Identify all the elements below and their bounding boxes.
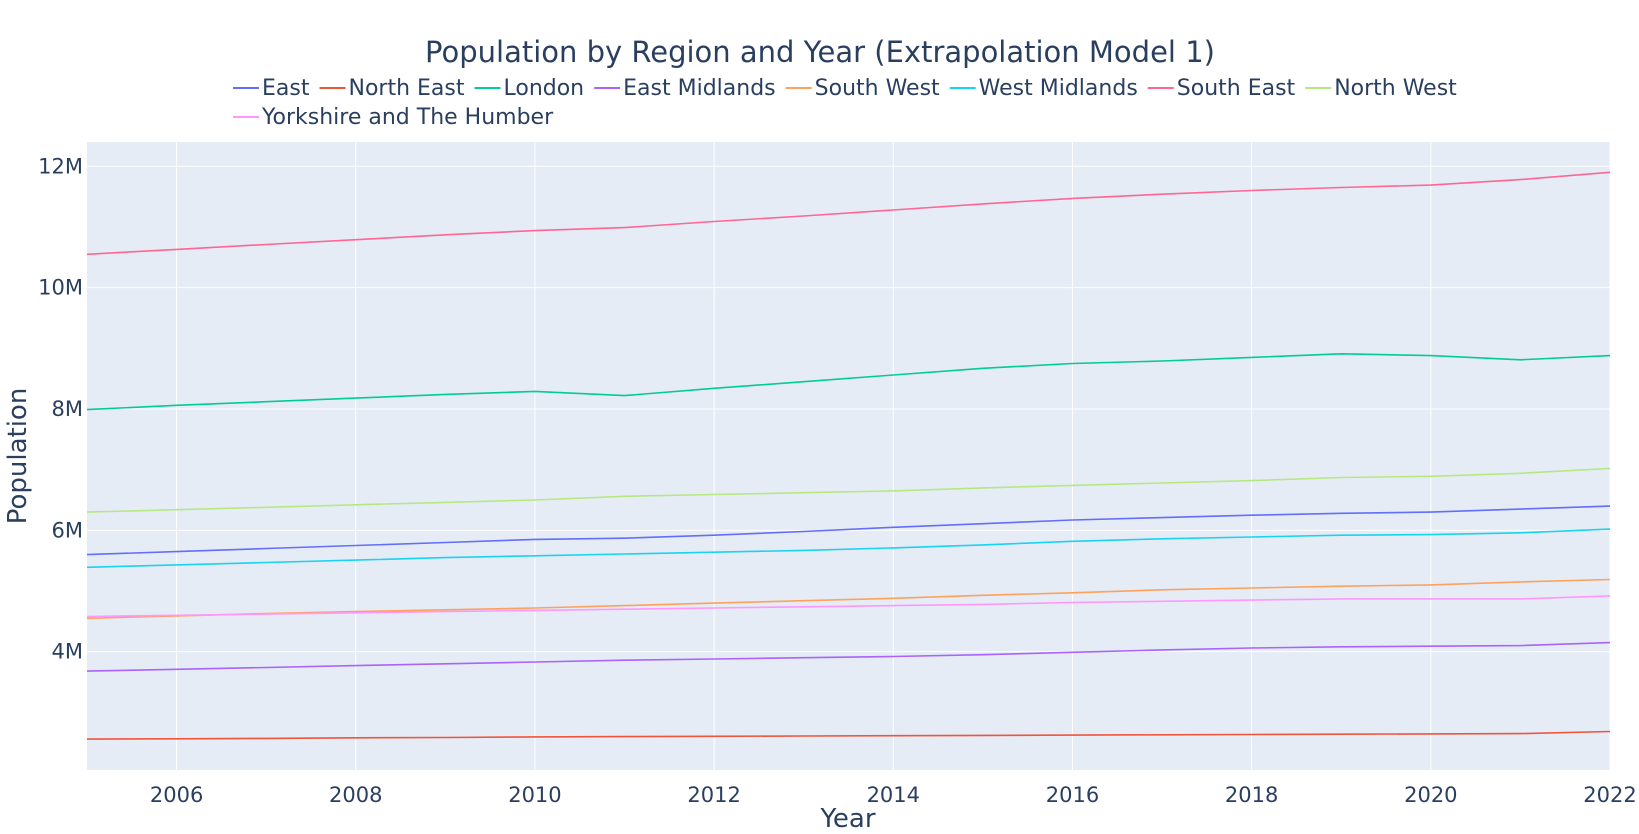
legend-item-label: North West bbox=[1334, 76, 1457, 101]
legend-item-label: West Midlands bbox=[979, 76, 1138, 101]
legend-item-label: South East bbox=[1177, 76, 1296, 101]
legend-item-label: North East bbox=[348, 76, 464, 101]
y-axis-ticks: 4M 6M 8M 10M 12M bbox=[38, 154, 83, 663]
series-line-west-midlands bbox=[86, 528, 1611, 569]
series-lines bbox=[86, 171, 1611, 740]
x-tick-label: 2016 bbox=[1046, 783, 1099, 807]
series-line-south-east bbox=[86, 171, 1611, 256]
plot-area bbox=[87, 142, 1610, 770]
legend-item-label: East bbox=[262, 76, 310, 101]
x-axis-ticks: 2006 2008 2010 2012 2014 2016 2018 2020 2022 bbox=[150, 783, 1637, 807]
x-tick-label: 2010 bbox=[508, 783, 561, 807]
x-tick-label: 2020 bbox=[1404, 783, 1457, 807]
x-tick-label: 2018 bbox=[1225, 783, 1278, 807]
series-line-north-west bbox=[86, 467, 1611, 513]
chart-title: Population by Region and Year (Extrapola… bbox=[425, 35, 1215, 69]
x-axis-title: Year bbox=[819, 804, 875, 834]
series-line-east bbox=[86, 505, 1611, 556]
legend-item-label: London bbox=[503, 76, 584, 101]
y-tick-label: 10M bbox=[38, 276, 83, 300]
gridlines bbox=[87, 142, 1611, 770]
x-tick-label: 2012 bbox=[687, 783, 740, 807]
y-tick-label: 6M bbox=[52, 518, 83, 542]
series-line-north-east bbox=[86, 730, 1611, 740]
legend-item-label: East Midlands bbox=[623, 76, 776, 101]
x-tick-label: 2022 bbox=[1583, 783, 1636, 807]
x-tick-label: 2014 bbox=[867, 783, 920, 807]
series-line-east-midlands bbox=[86, 641, 1611, 672]
series-line-london bbox=[86, 352, 1611, 411]
series-line-yorkshire-and-the-humber bbox=[86, 595, 1611, 618]
legend: East North East London East Midlands South W… bbox=[233, 76, 1457, 130]
legend-item-label: Yorkshire and The Humber bbox=[261, 105, 554, 130]
y-tick-label: 8M bbox=[52, 397, 83, 421]
y-axis-title: Population bbox=[3, 388, 33, 525]
x-tick-label: 2008 bbox=[329, 783, 382, 807]
y-tick-label: 4M bbox=[52, 640, 83, 664]
y-tick-label: 12M bbox=[38, 154, 83, 178]
legend-item-label: South West bbox=[815, 76, 940, 101]
series-line-south-west bbox=[86, 578, 1611, 620]
x-tick-label: 2006 bbox=[150, 783, 203, 807]
